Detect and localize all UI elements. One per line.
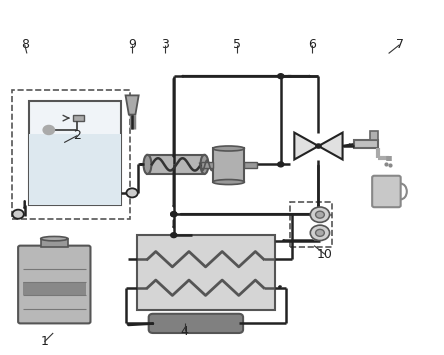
Bar <box>136 235 274 310</box>
Text: 7: 7 <box>396 38 404 51</box>
Bar <box>29 100 121 206</box>
Circle shape <box>127 189 138 197</box>
Text: 9: 9 <box>128 38 136 51</box>
Text: 4: 4 <box>181 325 189 338</box>
Bar <box>213 148 244 182</box>
Polygon shape <box>126 95 139 115</box>
Bar <box>244 163 257 168</box>
Text: 1: 1 <box>40 335 48 348</box>
Bar <box>29 134 121 206</box>
Bar <box>353 140 378 148</box>
Bar <box>12 90 130 219</box>
Bar <box>73 115 84 121</box>
FancyBboxPatch shape <box>149 314 243 333</box>
Circle shape <box>316 211 324 218</box>
Circle shape <box>316 229 324 236</box>
Circle shape <box>12 210 24 219</box>
Ellipse shape <box>143 155 151 174</box>
Text: 3: 3 <box>161 38 169 51</box>
Ellipse shape <box>213 146 244 151</box>
Circle shape <box>278 162 284 167</box>
Circle shape <box>43 125 55 135</box>
Bar <box>290 202 332 247</box>
FancyBboxPatch shape <box>372 176 400 207</box>
Circle shape <box>170 212 177 217</box>
Text: 10: 10 <box>317 248 333 261</box>
Bar <box>41 239 68 247</box>
Bar <box>201 163 213 168</box>
Circle shape <box>170 233 177 237</box>
Circle shape <box>316 144 321 148</box>
Circle shape <box>310 207 329 222</box>
Polygon shape <box>318 133 343 159</box>
Bar <box>147 155 205 174</box>
Polygon shape <box>294 133 318 159</box>
Circle shape <box>310 225 329 241</box>
Text: 2: 2 <box>73 129 81 142</box>
Bar <box>370 131 378 140</box>
Ellipse shape <box>201 155 208 174</box>
Text: 6: 6 <box>308 38 316 51</box>
Circle shape <box>278 74 284 78</box>
Circle shape <box>170 212 177 217</box>
Text: 8: 8 <box>21 38 29 51</box>
FancyBboxPatch shape <box>18 246 91 323</box>
Bar <box>23 282 86 295</box>
Text: 5: 5 <box>234 38 242 51</box>
Ellipse shape <box>213 180 244 185</box>
Ellipse shape <box>41 236 68 241</box>
